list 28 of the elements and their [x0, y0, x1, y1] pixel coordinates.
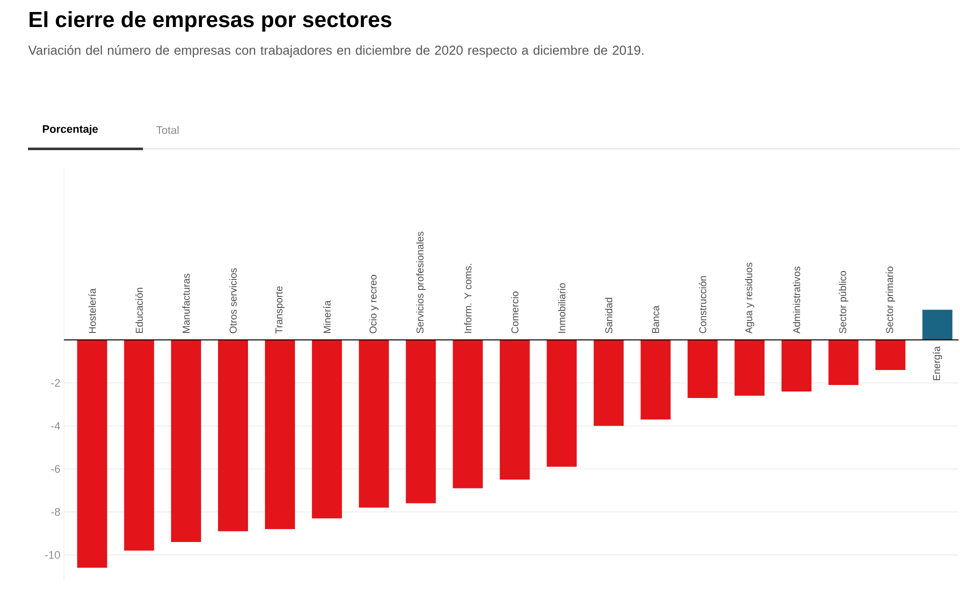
x-tick-label: Administrativos	[792, 266, 800, 334]
y-tick-label: -2	[51, 379, 60, 387]
x-tick-label: Sanidad	[605, 298, 612, 334]
y-tick-label: -6	[51, 465, 60, 473]
x-tick-label: Sector primario	[886, 266, 896, 334]
x-tick-label: Transporte	[276, 286, 284, 334]
text: Porcentaje	[42, 124, 98, 136]
chart-title: El cierre de empresas por sectores	[30, 11, 392, 32]
chart-subtitle: Variación del número de empresas con trabajadores en diciembre de 2020 respecto a diciembre de 2019.	[28, 45, 644, 58]
x-tick-label: Inform. Y coms.	[464, 264, 472, 333]
y-tick-label: -10	[45, 551, 60, 559]
x-tick-label: Construcción	[698, 276, 706, 334]
x-tick-label: Energía	[932, 346, 942, 380]
y-tick-label: -4	[51, 422, 60, 430]
x-tick-label: Inmobiliario	[558, 283, 566, 333]
x-tick-label: Agua y residuos	[744, 262, 754, 334]
x-tick-label: Manufacturas	[182, 274, 190, 334]
y-tick-label: -8	[51, 508, 60, 516]
x-tick-label: Servicios profesionales	[416, 232, 426, 334]
x-tick-label: Banca	[652, 306, 660, 334]
x-tick-label: Minería	[323, 300, 331, 334]
x-tick-label: Ocio y recreo	[369, 275, 379, 334]
x-tick-label: Otros servicios	[229, 268, 237, 334]
text: Total	[156, 126, 179, 134]
x-tick-label: Hostelería	[88, 288, 96, 334]
x-tick-label: Educación	[135, 288, 143, 334]
x-tick-label: Comercio	[511, 292, 518, 334]
x-tick-label: Sector público	[838, 271, 848, 334]
